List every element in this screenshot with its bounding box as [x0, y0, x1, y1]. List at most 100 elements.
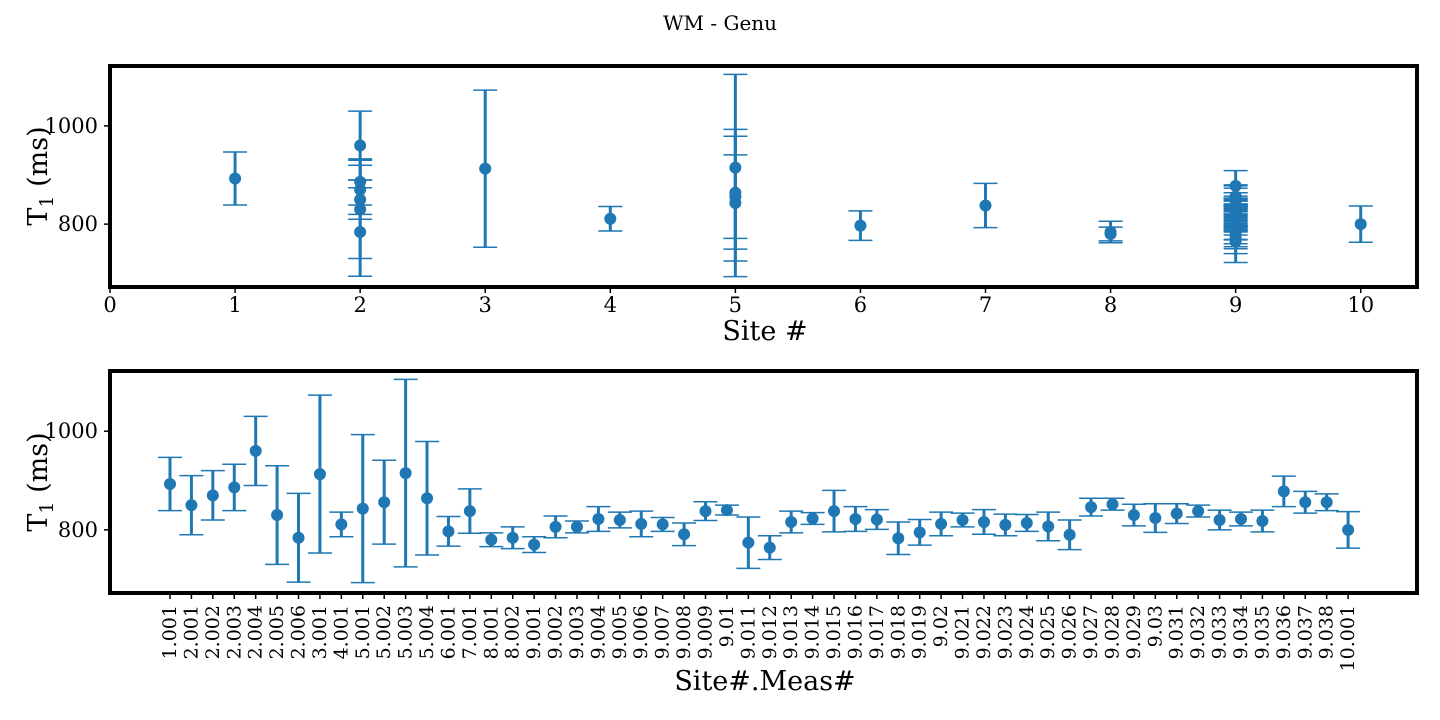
data-point [1354, 218, 1367, 231]
data-point [720, 504, 733, 517]
data-point [635, 517, 648, 530]
data-point [249, 444, 262, 457]
data-point [1256, 514, 1269, 527]
measurement-point [1143, 502, 1168, 534]
x-tick-label: 4.001 [330, 605, 352, 659]
x-tick-label: 2.002 [202, 605, 224, 659]
x-tick-label: 10.001 [1337, 605, 1359, 671]
measurement-point [479, 532, 504, 548]
data-point [354, 139, 367, 152]
x-tick-label: 10 [1347, 293, 1374, 317]
data-point [1320, 496, 1333, 509]
panel1-ticks: 0 1 2 3 4 5 6 7 8 9 10 800 1000 [45, 114, 1375, 317]
x-tick-label: 9.01 [716, 605, 738, 647]
data-point [1213, 513, 1226, 526]
x-tick-label: 9.005 [609, 605, 631, 659]
panel2-frame [108, 369, 1419, 595]
measurement-point [1100, 497, 1125, 511]
x-tick-label: 9.009 [695, 605, 717, 659]
x-tick-label: 8.002 [502, 605, 524, 659]
x-tick-label: 9.016 [844, 605, 866, 659]
measurement-point [993, 513, 1018, 537]
measurement-point [1164, 502, 1189, 525]
x-tick-label: 9.034 [1230, 605, 1252, 659]
measurement-point [736, 516, 761, 570]
x-tick-label: 9.029 [1123, 605, 1145, 659]
data-point [828, 505, 841, 518]
x-tick-label: 8 [1104, 293, 1117, 317]
x-tick-label: 2.004 [245, 605, 267, 659]
data-point [977, 515, 990, 528]
x-tick-label: 5.001 [352, 605, 374, 659]
x-tick-label: 9.003 [566, 605, 588, 659]
y-tick-label: 1000 [45, 419, 98, 443]
x-tick-label: 1.001 [159, 605, 181, 659]
data-point [1127, 509, 1140, 522]
measurement-point [672, 522, 697, 547]
data-point [870, 513, 883, 526]
x-tick-label: 9.001 [523, 605, 545, 659]
x-tick-label: 9.019 [909, 605, 931, 659]
y-tick-label: 800 [58, 212, 98, 236]
measurement-point [243, 415, 268, 487]
x-tick-label: 9.035 [1251, 605, 1273, 659]
y-tick-label: 800 [58, 518, 98, 542]
data-point [421, 492, 434, 505]
data-point [785, 515, 798, 528]
x-tick-label: 0 [103, 293, 116, 317]
x-tick-label: 9.037 [1294, 605, 1316, 659]
measurement-point [436, 515, 461, 547]
measurement-point [543, 515, 568, 539]
x-tick-label: 9.031 [1166, 605, 1188, 659]
x-tick-label: 9.023 [994, 605, 1016, 659]
x-tick-label: 9.002 [545, 605, 567, 659]
data-point [354, 193, 367, 206]
x-tick-label: 9.036 [1273, 605, 1295, 659]
measurement-point [265, 464, 290, 566]
measurement-point [158, 456, 182, 512]
data-point [378, 496, 391, 509]
data-point [656, 518, 669, 531]
x-tick-label: 5.002 [373, 605, 395, 659]
x-tick-label: 9.017 [866, 605, 888, 659]
data-point [979, 199, 992, 212]
x-tick-label: 2.006 [288, 605, 310, 659]
x-tick-label: 9.038 [1316, 605, 1338, 659]
measurement-point [200, 469, 225, 521]
x-tick-label: 9.028 [1101, 605, 1123, 659]
measurement-point [800, 511, 825, 526]
x-tick-label: 9.024 [1016, 605, 1038, 659]
measurement-point [929, 511, 954, 537]
data-point [1104, 225, 1117, 238]
data-point [164, 477, 176, 490]
x-tick-label: 9.012 [759, 605, 781, 659]
x-tick-label: 3.001 [309, 605, 331, 659]
measurement-point [1229, 511, 1253, 527]
measurement-point [822, 489, 847, 533]
panel1-marks [223, 73, 1373, 278]
measurement-point [714, 504, 739, 517]
data-point [1170, 507, 1183, 520]
measurement-point [607, 511, 632, 529]
data-point [729, 186, 742, 199]
measurement-point [1293, 490, 1318, 514]
measurement-point [350, 433, 375, 584]
measurement-point [779, 510, 804, 534]
x-tick-label: 2 [353, 293, 366, 317]
x-tick-label: 9.018 [887, 605, 909, 659]
x-tick-label: 9.021 [952, 605, 974, 659]
measurement-point [1057, 519, 1082, 551]
panel2-ticks: 1.001 2.001 2.002 2.003 2.004 2.005 2.006 3.001… [45, 419, 1360, 671]
panel1-frame [108, 64, 1419, 289]
measurement-point [564, 520, 589, 534]
measurement-point [500, 526, 525, 550]
data-point [604, 212, 617, 225]
data-point [592, 513, 605, 525]
figure-title: WM - Genu [663, 11, 777, 35]
x-tick-label: 1 [228, 293, 241, 317]
data-point [1085, 501, 1098, 514]
data-point [849, 513, 862, 525]
data-point [999, 518, 1012, 531]
x-tick-label: 9.026 [1059, 605, 1081, 659]
x-tick-label: 9.014 [802, 605, 824, 659]
